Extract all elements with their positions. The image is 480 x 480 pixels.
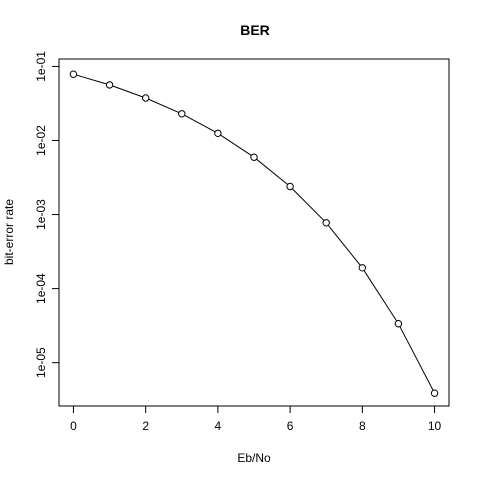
y-tick-label: 1e-03 bbox=[34, 199, 48, 230]
y-tick-label: 1e-05 bbox=[34, 347, 48, 378]
data-point bbox=[142, 94, 150, 102]
y-tick-label: 1e-04 bbox=[34, 273, 48, 304]
x-tick-label: 8 bbox=[359, 419, 366, 433]
data-point bbox=[214, 129, 222, 138]
chart-title: BER bbox=[240, 22, 270, 38]
data-point bbox=[322, 219, 330, 227]
data-point bbox=[250, 153, 258, 161]
plot-area bbox=[58, 58, 450, 407]
data-point bbox=[69, 70, 78, 78]
y-tick-label: 1e-01 bbox=[34, 51, 48, 82]
x-tick-label: 4 bbox=[215, 419, 222, 433]
y-axis: 1e-05 1e-04 1e-03 1e-02 1e-01 bbox=[34, 51, 59, 378]
data-point bbox=[105, 81, 114, 89]
data-point bbox=[358, 264, 366, 272]
data-point bbox=[178, 110, 186, 118]
x-tick-label: 0 bbox=[70, 419, 77, 433]
x-axis: 0 2 4 6 8 10 bbox=[70, 406, 442, 433]
data-point bbox=[286, 182, 294, 191]
ber-series-line bbox=[73, 73, 436, 394]
data-points bbox=[69, 70, 439, 397]
x-tick-label: 6 bbox=[287, 419, 294, 433]
data-point bbox=[394, 320, 403, 328]
x-axis-label: Eb/No bbox=[237, 451, 271, 465]
y-axis-label: bit-error rate bbox=[2, 199, 16, 265]
data-point bbox=[430, 389, 439, 397]
x-tick-label: 2 bbox=[142, 419, 149, 433]
y-tick-label: 1e-02 bbox=[34, 125, 48, 156]
x-tick-label: 10 bbox=[428, 419, 442, 433]
